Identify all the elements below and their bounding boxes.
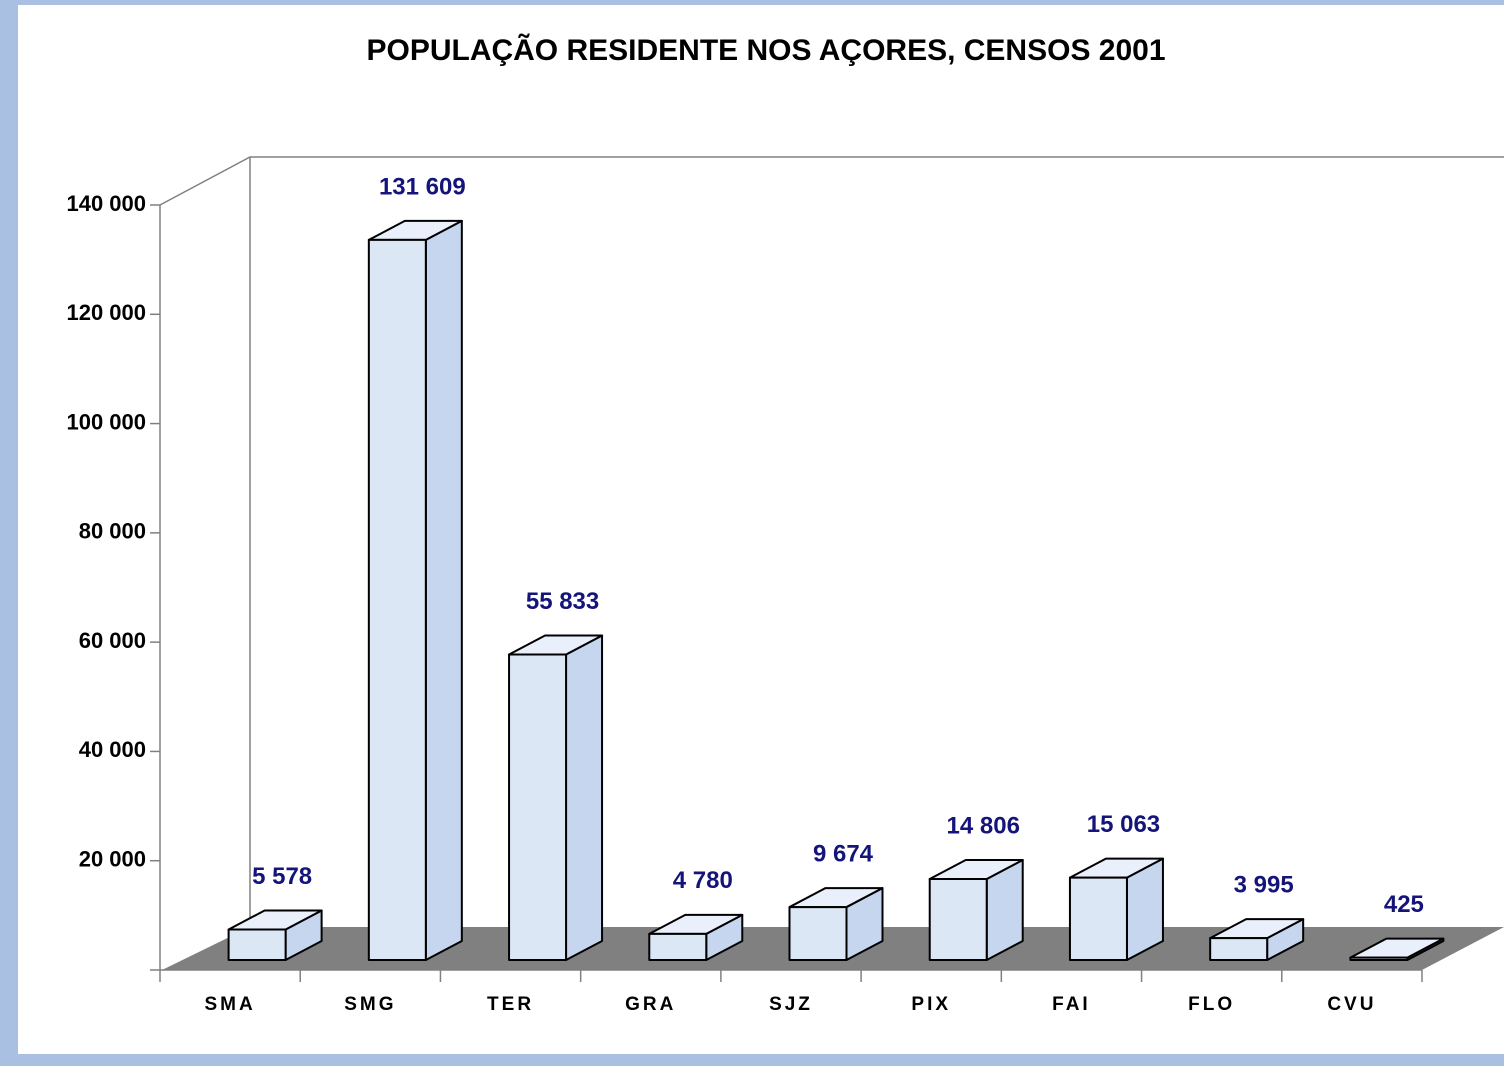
y-tick-label: 140 000 (66, 191, 146, 216)
x-tick-label: FAI (1052, 994, 1091, 1015)
x-tick-label: SMA (204, 994, 255, 1015)
x-tick-label: SMG (344, 994, 396, 1015)
x-tick-label: GRA (625, 994, 676, 1015)
value-label: 9 674 (813, 840, 874, 867)
bar-front (508, 653, 568, 961)
x-tick-label: SJZ (769, 994, 813, 1015)
bar (508, 634, 604, 961)
y-tick-label: 100 000 (66, 409, 146, 434)
bar (928, 858, 1024, 961)
bar (1349, 937, 1445, 961)
plot-background (18, 5, 1504, 1054)
bar-front (1349, 956, 1409, 961)
chart-title: POPULAÇÃO RESIDENTE NOS AÇORES, CENSOS 2… (366, 33, 1165, 67)
bar-front (227, 928, 287, 961)
bar (1209, 918, 1305, 961)
x-tick-label: CVU (1327, 994, 1376, 1015)
bar-front (788, 906, 848, 961)
bar (648, 913, 744, 961)
bar-front (648, 932, 708, 961)
value-label: 14 806 (947, 812, 1020, 839)
x-tick-label: FLO (1188, 994, 1235, 1015)
y-tick-label: 20 000 (79, 847, 146, 872)
bar-front (1209, 937, 1269, 961)
bar (367, 219, 463, 961)
bar-front (1068, 876, 1128, 961)
x-tick-label: TER (487, 994, 534, 1015)
bar-front (928, 877, 988, 961)
bar (788, 887, 884, 961)
bar-front (367, 238, 427, 961)
value-label: 15 063 (1087, 811, 1160, 838)
y-tick-label: 120 000 (66, 300, 146, 325)
value-label: 4 780 (673, 867, 733, 894)
y-tick-label: 40 000 (79, 737, 146, 762)
y-tick-label: 80 000 (79, 519, 146, 544)
bar (1068, 857, 1164, 961)
bar (227, 909, 323, 961)
value-label: 425 (1384, 891, 1424, 918)
bar-side (565, 634, 604, 961)
x-tick-label: PIX (911, 994, 951, 1015)
value-label: 3 995 (1234, 871, 1294, 898)
bar-side (424, 219, 463, 961)
value-label: 55 833 (526, 588, 599, 615)
value-label: 131 609 (379, 173, 466, 200)
y-tick-label: 60 000 (79, 628, 146, 653)
value-label: 5 578 (252, 863, 312, 890)
